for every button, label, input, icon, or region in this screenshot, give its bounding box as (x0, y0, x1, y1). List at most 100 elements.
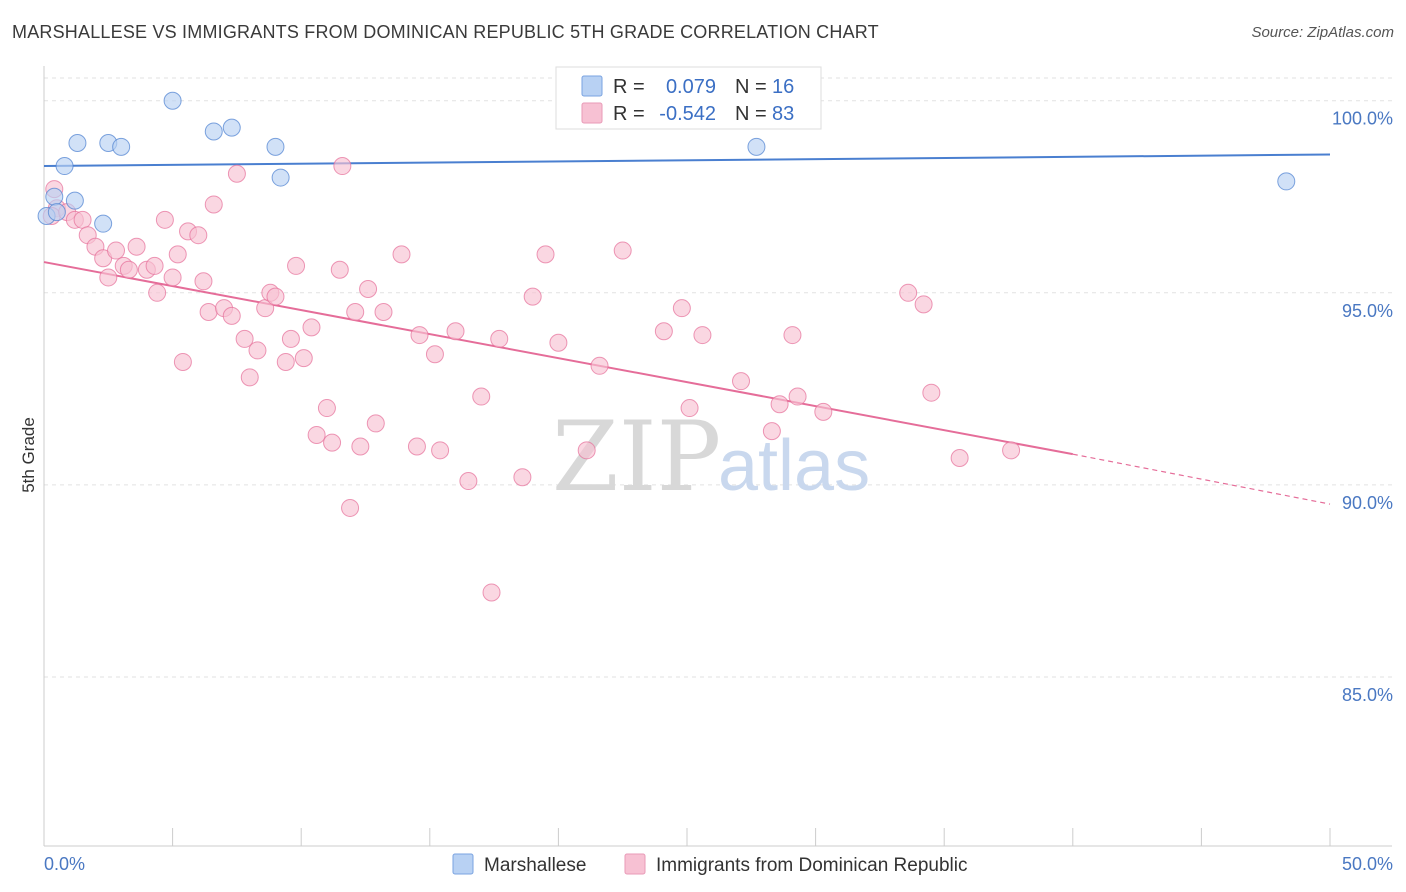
y-tick-label: 90.0% (1342, 493, 1393, 513)
data-point (145, 256, 164, 275)
data-point (222, 118, 241, 137)
data-point (204, 195, 223, 214)
data-point (276, 352, 295, 371)
y-tick-labels: 100.0% 95.0% 90.0% 85.0% (1332, 109, 1393, 705)
series-legend: Marshallese Immigrants from Dominican Re… (452, 853, 968, 876)
legend-r-value-1: 0.079 (666, 76, 716, 98)
data-point (248, 341, 267, 360)
data-point (374, 303, 393, 322)
source-credit: Source: ZipAtlas.com (1251, 24, 1394, 41)
watermark: ZIP atlas (552, 401, 870, 513)
data-points (37, 91, 1296, 602)
data-point (333, 157, 352, 176)
data-point (783, 326, 802, 345)
stats-legend: R = 0.079 N = 16 R = -0.542 N = 83 (555, 66, 822, 130)
data-point (55, 157, 74, 176)
data-point (770, 395, 789, 414)
bottom-legend-marshallese: Marshallese (484, 855, 586, 876)
data-point (513, 468, 532, 487)
data-point (788, 387, 807, 406)
data-point (490, 329, 509, 348)
data-point (482, 583, 501, 602)
data-point (240, 368, 259, 387)
data-point (163, 268, 182, 287)
y-tick-label: 85.0% (1342, 685, 1393, 705)
trend-line-dashed-1 (1072, 453, 1331, 505)
data-point (330, 260, 349, 279)
trend-lines (43, 153, 1331, 505)
data-point (680, 399, 699, 418)
y-axis-title: 5th Grade (19, 417, 38, 493)
data-point (613, 241, 632, 260)
data-point (168, 245, 187, 264)
data-point (366, 414, 385, 433)
data-point (341, 498, 360, 517)
data-point (266, 137, 285, 156)
legend-r-value-2: -0.542 (659, 103, 716, 125)
data-point (45, 187, 64, 206)
data-point (431, 441, 450, 460)
data-point (68, 133, 87, 152)
legend-n-label-1: N = (735, 76, 767, 98)
data-point (392, 245, 411, 264)
data-point (549, 333, 568, 352)
data-point (73, 210, 92, 229)
data-point (425, 345, 444, 364)
data-point (814, 402, 833, 421)
data-point (1277, 172, 1296, 191)
watermark-zip: ZIP (552, 401, 721, 513)
legend-n-value-1: 16 (772, 76, 794, 98)
watermark-atlas: atlas (718, 426, 870, 506)
data-point (351, 437, 370, 456)
data-point (199, 303, 218, 322)
data-point (227, 164, 246, 183)
data-point (194, 272, 213, 291)
data-point (672, 299, 691, 318)
data-point (99, 268, 118, 287)
data-point (523, 287, 542, 306)
data-point (127, 237, 146, 256)
x-tick-label-max: 50.0% (1342, 854, 1393, 874)
data-point (590, 356, 609, 375)
data-point (173, 352, 192, 371)
data-point (472, 387, 491, 406)
data-point (155, 210, 174, 229)
data-point (287, 256, 306, 275)
data-point (459, 472, 478, 491)
data-point (271, 168, 290, 187)
data-point (266, 287, 285, 306)
data-point (65, 191, 84, 210)
data-point (281, 329, 300, 348)
trend-line-1 (43, 261, 1073, 456)
data-point (235, 329, 254, 348)
legend-n-label-2: N = (735, 103, 767, 125)
data-point (222, 306, 241, 325)
data-point (346, 303, 365, 322)
data-point (536, 245, 555, 264)
legend-n-value-2: 83 (772, 103, 794, 125)
data-point (189, 226, 208, 245)
legend-swatch-marshallese (581, 75, 603, 97)
y-tick-label: 100.0% (1332, 109, 1393, 129)
data-point (119, 260, 138, 279)
axes (43, 66, 1392, 847)
legend-swatch-dominican (581, 102, 603, 124)
data-point (323, 433, 342, 452)
data-point (163, 91, 182, 110)
bottom-legend-swatch-marshallese (452, 853, 474, 875)
data-point (94, 214, 113, 233)
data-point (693, 326, 712, 345)
data-point (732, 372, 751, 391)
trend-line-0 (43, 153, 1331, 168)
data-point (302, 318, 321, 337)
data-point (950, 449, 969, 467)
legend-r-label-1: R = (613, 76, 645, 98)
data-point (762, 422, 781, 441)
data-point (654, 322, 673, 341)
bottom-legend-swatch-dominican (624, 853, 646, 875)
x-tick-label-min: 0.0% (44, 854, 85, 874)
data-point (107, 241, 126, 260)
legend-r-label-2: R = (613, 103, 645, 125)
data-point (410, 326, 429, 345)
data-point (407, 437, 426, 456)
